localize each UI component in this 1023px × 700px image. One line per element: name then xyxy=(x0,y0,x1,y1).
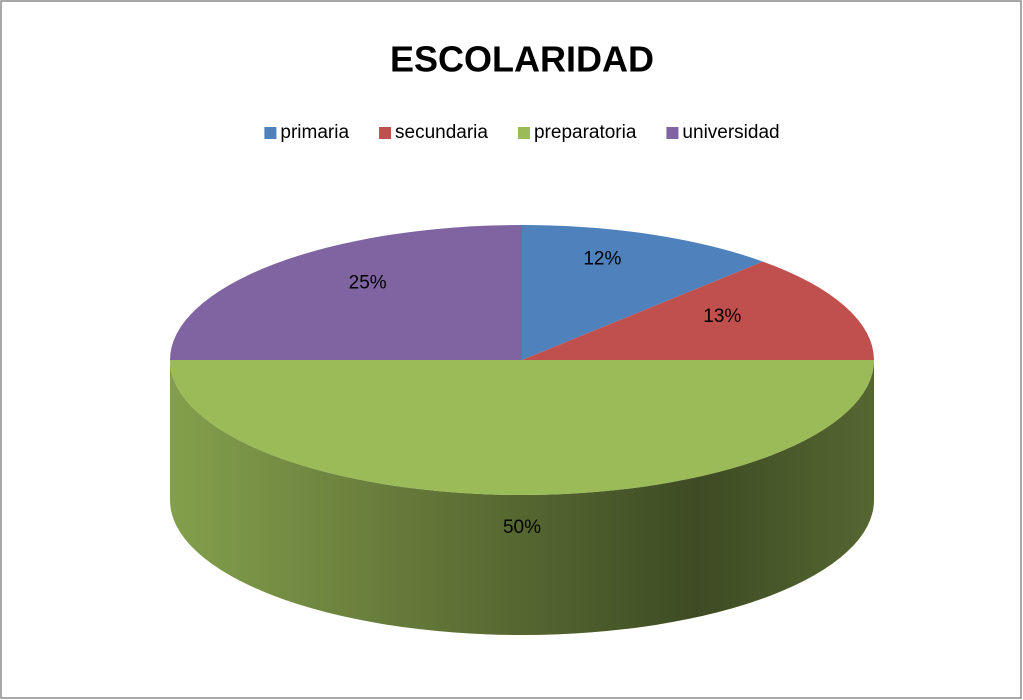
data-label: 25% xyxy=(349,273,387,294)
legend-swatch xyxy=(379,127,392,139)
pie-slice xyxy=(170,360,874,495)
legend-label: secundaria xyxy=(395,122,488,143)
pie-slice xyxy=(522,225,763,360)
data-label: 13% xyxy=(703,306,741,327)
legend: primaria secundaria preparatoria universida… xyxy=(264,122,780,143)
legend-swatch xyxy=(517,127,530,139)
pie-slice xyxy=(170,225,522,360)
data-label: 12% xyxy=(583,249,621,270)
legend-swatch xyxy=(666,127,679,139)
legend-label: primaria xyxy=(280,122,349,143)
data-label: 50% xyxy=(503,517,541,538)
legend-label: preparatoria xyxy=(534,122,637,143)
legend-swatch xyxy=(264,127,277,139)
legend-label: universidad xyxy=(682,122,779,143)
chart-title: ESCOLARIDAD xyxy=(390,39,654,80)
pie-side-shade xyxy=(170,360,874,635)
pie-slice xyxy=(522,261,874,360)
